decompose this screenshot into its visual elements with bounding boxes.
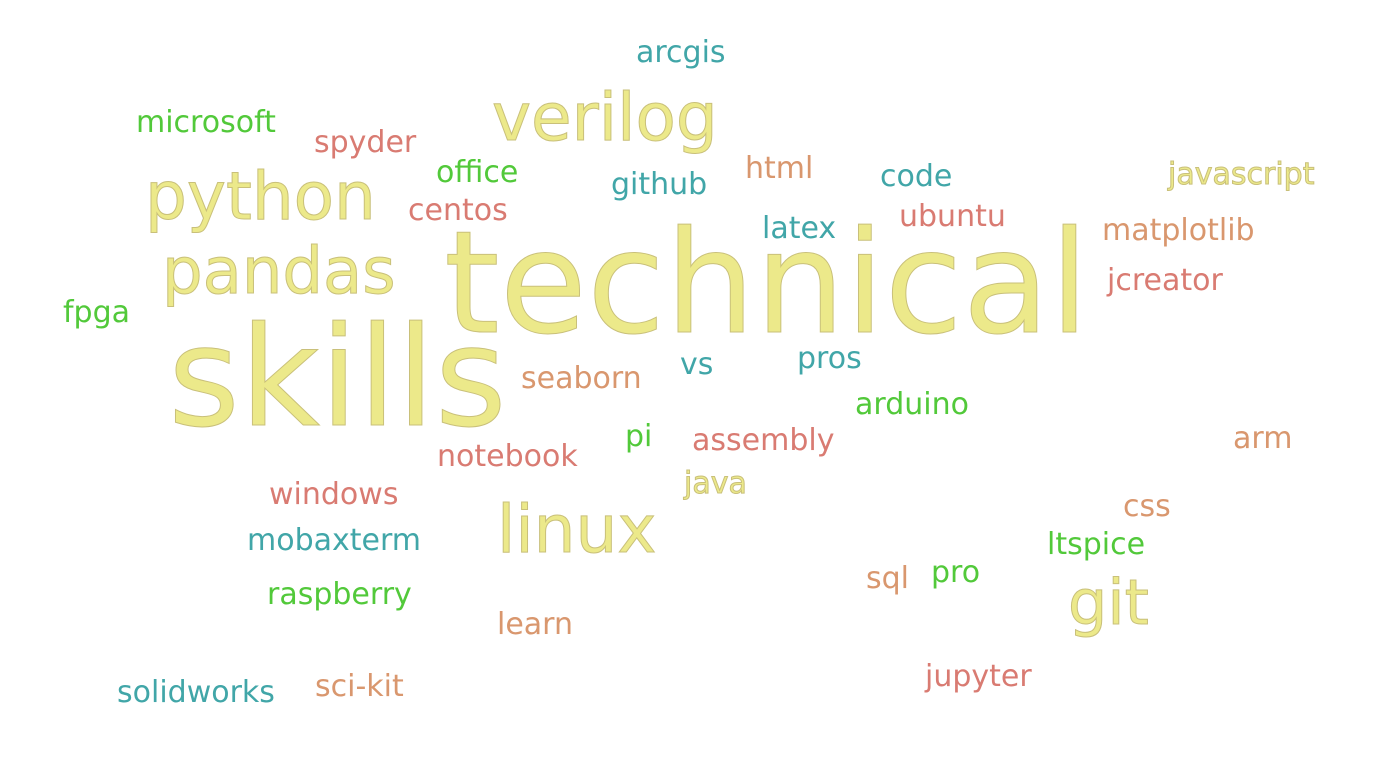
word-pandas: pandas [162,235,397,309]
word-pro: pro [931,555,981,590]
word-technical: technical [443,201,1090,366]
word-arcgis: arcgis [636,35,726,70]
word-jcreator: jcreator [1107,263,1223,298]
word-assembly: assembly [692,423,835,458]
word-windows: windows [269,477,399,512]
word-css: css [1123,489,1171,524]
word-notebook: notebook [437,439,578,474]
word-pi: pi [625,419,653,454]
word-javascript: javascript [1167,157,1315,192]
word-office: office [436,155,519,190]
word-centos: centos [408,193,508,228]
word-solidworks: solidworks [117,675,275,710]
word-sci-kit: sci-kit [315,669,404,704]
word-jupyter: jupyter [925,659,1032,694]
word-linux: linux [496,491,657,568]
word-microsoft: microsoft [136,105,276,140]
word-latex: latex [762,211,837,246]
word-ltspice: ltspice [1047,527,1146,562]
word-arduino: arduino [855,387,969,422]
word-python: python [145,158,377,235]
word-matplotlib: matplotlib [1102,213,1255,248]
word-verilog: verilog [492,79,719,156]
word-code: code [880,159,953,194]
word-vs: vs [680,347,714,382]
word-java: java [684,466,748,501]
word-git: git [1068,566,1150,639]
word-skills: skills [168,297,508,458]
word-learn: learn [497,607,573,642]
word-raspberry: raspberry [267,577,412,612]
word-pros: pros [797,341,862,376]
word-mobaxterm: mobaxterm [247,523,422,558]
word-spyder: spyder [314,125,417,160]
word-github: github [611,167,708,202]
word-arm: arm [1233,421,1293,456]
word-seaborn: seaborn [521,361,642,396]
word-html: html [745,151,814,186]
word-ubuntu: ubuntu [899,199,1006,234]
word-fpga: fpga [63,295,131,330]
word-sql: sql [866,561,910,596]
